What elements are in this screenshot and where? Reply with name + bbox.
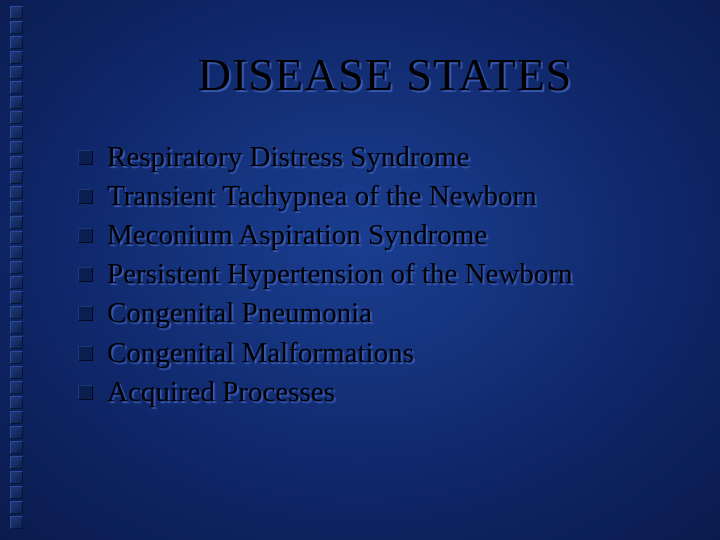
square-bullet-icon <box>78 267 93 282</box>
square-bullet-icon <box>78 189 93 204</box>
list-item: Transient Tachypnea of the Newborn <box>78 178 680 215</box>
square-bullet-icon <box>78 385 93 400</box>
square-bullet-icon <box>78 306 93 321</box>
list-item: Respiratory Distress Syndrome <box>78 139 680 176</box>
slide-title: DISEASE STATES <box>90 48 680 101</box>
bullet-text: Persistent Hypertension of the Newborn <box>107 256 573 293</box>
bullet-list: Respiratory Distress SyndromeTransient T… <box>60 139 680 411</box>
list-item: Congenital Pneumonia <box>78 295 680 332</box>
bullet-text: Respiratory Distress Syndrome <box>107 139 469 176</box>
square-bullet-icon <box>78 346 93 361</box>
bullet-text: Meconium Aspiration Syndrome <box>107 217 487 254</box>
list-item: Persistent Hypertension of the Newborn <box>78 256 680 293</box>
square-bullet-icon <box>78 150 93 165</box>
slide-container: DISEASE STATES Respiratory Distress Synd… <box>0 0 720 540</box>
bullet-text: Transient Tachypnea of the Newborn <box>107 178 537 215</box>
list-item: Acquired Processes <box>78 374 680 411</box>
list-item: Meconium Aspiration Syndrome <box>78 217 680 254</box>
list-item: Congenital Malformations <box>78 335 680 372</box>
bullet-text: Congenital Pneumonia <box>107 295 372 332</box>
bullet-text: Congenital Malformations <box>107 335 414 372</box>
square-bullet-icon <box>78 228 93 243</box>
bullet-text: Acquired Processes <box>107 374 335 411</box>
